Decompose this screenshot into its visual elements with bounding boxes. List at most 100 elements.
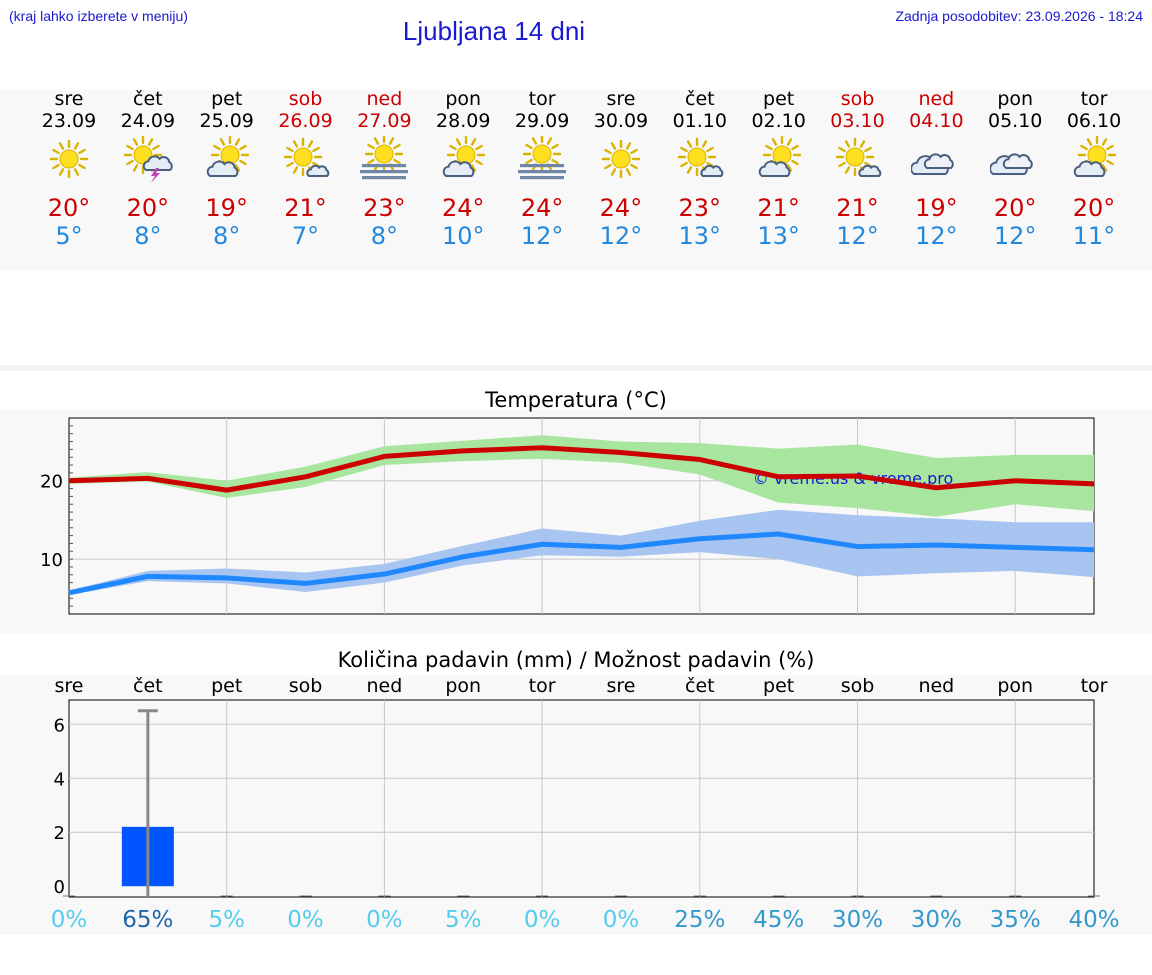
precipitation-probability: 35% [990,907,1041,933]
min-temperature: 5° [55,222,83,250]
day-column: ned 27.09 23° 8° [345,88,424,250]
day-column: čet 01.10 23° 13° [660,88,739,250]
day-date: 26.09 [278,110,333,132]
max-temperature: 23° [363,194,406,222]
divider [0,365,1152,371]
day-date: 29.09 [514,110,570,132]
min-temperature: 7° [291,222,320,250]
day-name: pon [997,88,1034,110]
day-date: 23.09 [41,110,97,132]
day-date: 02.10 [751,110,806,132]
day-column: ned 04.10 19° 12° [897,88,976,250]
day-name: pet [763,88,795,110]
day-name: pon [445,88,482,110]
max-temperature: 24° [441,194,485,222]
day-name: sob [840,88,875,110]
min-temperature-line [68,531,1095,596]
day-date: 05.10 [987,110,1043,132]
day-column: tor 29.09 24° 12° [503,88,582,250]
day-date: 24.09 [120,110,176,132]
max-temperature: 20° [993,194,1037,222]
x-day-label: pet [211,675,242,697]
cloud-icon [990,153,1033,175]
min-temperature: 12° [836,222,879,250]
cloud-icon [911,153,955,175]
x-day-label: tor [1081,675,1108,697]
sun-fog-icon [518,136,567,180]
min-temperature: 10° [441,222,485,250]
max-temperature: 20° [126,194,170,222]
day-name: tor [1080,88,1108,110]
max-temperature: 21° [284,194,327,222]
max-temperature: 20° [1072,194,1116,222]
min-temperature: 8° [213,222,241,250]
day-date: 06.10 [1066,110,1122,132]
day-column: sob 03.10 21° 12° [818,88,897,250]
sun-fog-icon [360,136,409,180]
temperature-chart-title: Temperatura (°C) [485,388,667,412]
day-column: pet 02.10 21° 13° [739,88,818,250]
day-date: 25.09 [199,110,254,132]
x-day-label: čet [133,675,163,697]
forecast-band [0,90,1152,270]
precipitation-probability: 0% [524,907,561,933]
day-name: sre [54,88,84,110]
sun-small-cloud-icon [283,137,329,177]
day-date: 03.10 [830,110,885,132]
min-temperature: 12° [993,222,1037,250]
sun-cloud-icon [758,136,801,177]
max-temperature: 19° [205,194,248,222]
y-tick-label: 4 [54,769,65,790]
x-day-label: sre [55,675,84,697]
min-temperature-range-band [69,509,1095,596]
max-temperature: 20° [47,194,91,222]
y-tick-label: 6 [54,715,65,736]
sun-cloud-icon [206,136,249,177]
plot-area [68,699,1095,898]
min-temperature: 8° [370,222,399,250]
day-column: sre 23.09 20° 5° [30,88,109,250]
max-temperature-range-band [69,435,1095,517]
y-tick-label: 2 [54,823,65,844]
day-name: ned [366,88,403,110]
day-column: sob 26.09 21° 7° [266,88,345,250]
day-name: čet [133,88,163,110]
sun-small-cloud-icon [835,137,881,177]
x-day-label: pon [445,675,481,697]
min-temperature: 8° [134,222,162,250]
day-name: sre [606,88,636,110]
max-temperature: 23° [678,194,722,222]
day-column: pon 28.09 24° 10° [424,88,503,250]
day-column: sre 30.09 24° 12° [581,88,660,250]
x-day-label: pon [997,675,1033,697]
min-temperature: 13° [678,222,722,250]
precipitation-probability: 0% [51,907,88,933]
x-day-label: pet [763,675,794,697]
sun-small-cloud-icon [677,137,724,177]
min-temperature: 12° [599,222,643,250]
precipitation-chart-title: Količina padavin (mm) / Možnost padavin … [337,648,815,672]
day-name: čet [685,88,715,110]
precipitation-probability: 0% [366,907,403,933]
max-temperature-line [68,445,1095,493]
x-day-label: tor [529,675,556,697]
min-temperature: 13° [757,222,800,250]
precipitation-probability: 0% [287,907,324,933]
y-tick-label: 10 [40,550,63,571]
day-name: sob [288,88,323,110]
min-temperature: 12° [520,222,564,250]
day-column: čet 24.09 20° 8° [108,88,187,250]
precipitation-probability: 0% [603,907,640,933]
x-day-label: sre [606,675,635,697]
daily-forecast-row: sre 23.09 20° 5° čet 24.09 20° 8° pet 25.09 19° 8° s… [0,88,1152,250]
sun-icon [49,139,89,179]
sun-cloud-lightning-icon [123,136,173,182]
x-day-label: sob [289,675,323,697]
day-date: 30.09 [593,110,649,132]
location-hint: (kraj lahko izberete v meniju) [9,8,188,24]
sun-rays [601,139,641,179]
max-temperature: 24° [599,194,643,222]
sun-rays [835,137,874,177]
day-date: 04.10 [909,110,964,132]
